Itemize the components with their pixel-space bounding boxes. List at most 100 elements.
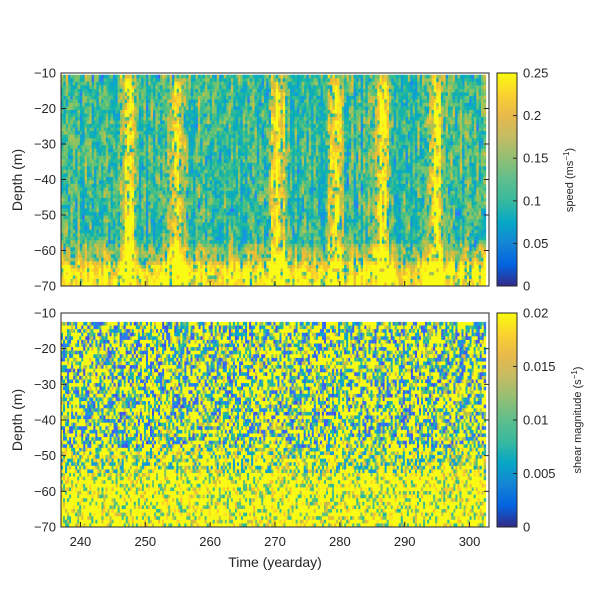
heatmap-cell [242, 78, 246, 83]
heatmap-cell [167, 190, 170, 195]
heatmap-cell [115, 102, 119, 107]
heatmap-cell [98, 124, 102, 128]
heatmap-cell [61, 240, 64, 245]
heatmap-cell [233, 268, 237, 273]
heatmap-cell [101, 197, 104, 202]
heatmap-cell [155, 106, 159, 111]
heatmap-cell [94, 152, 97, 157]
heatmap-cell [188, 236, 192, 241]
heatmap-cell [252, 155, 255, 160]
heatmap-cell [117, 99, 121, 104]
heatmap-cell [209, 180, 213, 185]
heatmap-cell [252, 85, 255, 90]
heatmap-cell [155, 99, 159, 104]
heatmap-cell [237, 74, 241, 79]
heatmap-cell [162, 145, 166, 150]
heatmap-cell [216, 233, 220, 238]
heatmap-cell [134, 268, 137, 273]
heatmap-cell [94, 148, 97, 153]
heatmap-cell [86, 254, 90, 259]
heatmap-cell [141, 271, 144, 276]
heatmap-cell [249, 240, 253, 245]
heatmap-cell [91, 278, 95, 283]
heatmap-cell [195, 275, 199, 280]
heatmap-cell [138, 226, 142, 231]
heatmap-cell [138, 268, 142, 273]
heatmap-cell [79, 233, 83, 238]
heatmap-cell [178, 247, 182, 252]
heatmap-cell [252, 212, 255, 216]
heatmap-cell [221, 159, 225, 164]
heatmap-cell [153, 138, 156, 143]
heatmap-cell [223, 74, 227, 79]
heatmap-cell [101, 222, 104, 227]
heatmap-cell [228, 176, 232, 181]
heatmap-cell [65, 229, 69, 234]
heatmap-cell [193, 113, 196, 118]
heatmap-cell [219, 95, 222, 100]
heatmap-cell [153, 233, 156, 238]
heatmap-cell [245, 187, 248, 192]
heatmap-cell [96, 197, 100, 202]
heatmap-cell [89, 261, 93, 266]
heatmap-cell [256, 95, 260, 100]
heatmap-cell [195, 278, 199, 283]
heatmap-cell [193, 134, 196, 139]
heatmap-cell [61, 275, 64, 280]
heatmap-cell [79, 215, 83, 220]
heatmap-cell [221, 109, 225, 114]
heatmap-cell [160, 99, 163, 104]
heatmap-cell [119, 229, 123, 234]
heatmap-cell [65, 275, 69, 280]
heatmap-cell [75, 109, 78, 114]
heatmap-cell [127, 173, 130, 178]
heatmap-cell [242, 215, 246, 220]
heatmap-cell [242, 159, 246, 164]
heatmap-cell [117, 134, 121, 139]
heatmap-cell [247, 120, 251, 125]
heatmap-cell [79, 282, 83, 286]
heatmap-cell [254, 173, 258, 178]
heatmap-cell [230, 257, 234, 262]
heatmap-cell [221, 85, 225, 90]
heatmap-cell [183, 282, 187, 286]
heatmap-cell [86, 148, 90, 153]
heatmap-cell [129, 183, 133, 188]
heatmap-cell [127, 268, 130, 273]
heatmap-cell [117, 173, 121, 178]
heatmap-cell [79, 166, 83, 171]
heatmap-cell [242, 109, 246, 114]
heatmap-cell [84, 120, 88, 125]
heatmap-cell [115, 117, 119, 121]
heatmap-cell [181, 131, 185, 136]
heatmap-cell [153, 282, 156, 286]
heatmap-cell [181, 134, 185, 139]
heatmap-cell [96, 109, 100, 114]
heatmap-cell [240, 148, 244, 153]
heatmap-cell [153, 229, 156, 234]
heatmap-cell [254, 219, 258, 224]
heatmap-cell [219, 205, 222, 209]
heatmap-cell [68, 180, 71, 185]
heatmap-cell [68, 240, 71, 245]
heatmap-cell [223, 81, 227, 86]
heatmap-cell [160, 212, 163, 216]
heatmap-cell [63, 183, 67, 188]
heatmap-cell [138, 257, 142, 262]
heatmap-cell [247, 102, 251, 107]
heatmap-cell [138, 81, 142, 86]
heatmap-cell [124, 152, 128, 157]
heatmap-cell [70, 74, 74, 79]
heatmap-cell [110, 215, 114, 220]
heatmap-cell [242, 124, 246, 128]
heatmap-cell [188, 243, 192, 248]
heatmap-cell [145, 222, 149, 227]
heatmap-cell [72, 176, 76, 181]
heatmap-cell [115, 208, 119, 213]
heatmap-cell [157, 117, 161, 121]
heatmap-cell [117, 106, 121, 111]
heatmap-cell [127, 109, 130, 114]
heatmap-cell [89, 233, 93, 238]
heatmap-cell [193, 215, 196, 220]
heatmap-cell [221, 226, 225, 231]
